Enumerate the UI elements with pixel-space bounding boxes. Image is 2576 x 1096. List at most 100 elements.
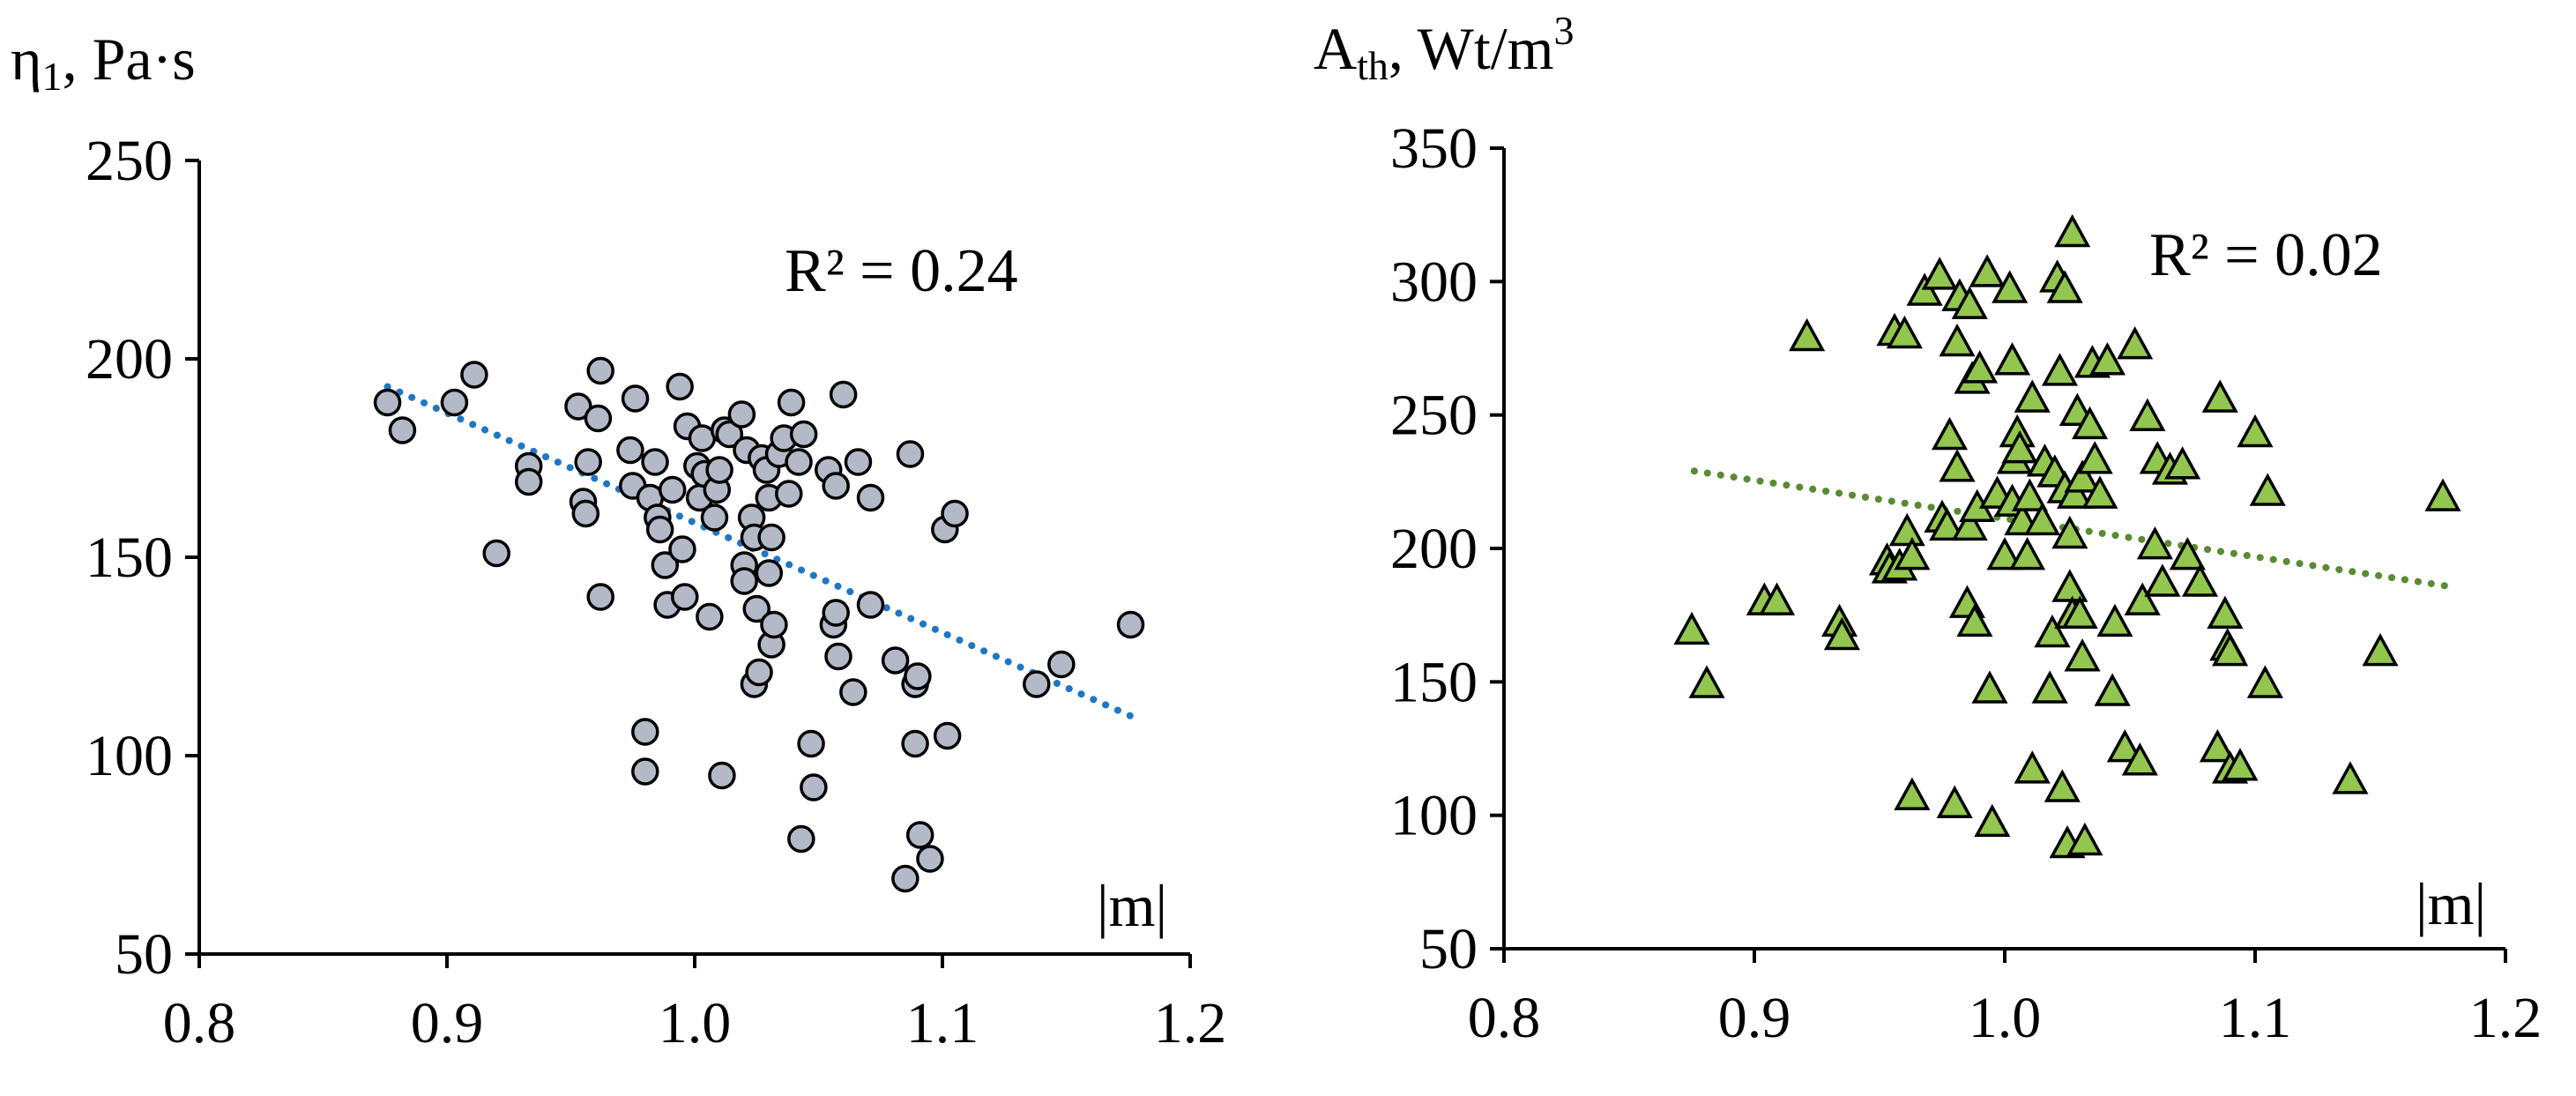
right-data-point [2041, 353, 2079, 386]
right-x-tick-label: 1.2 [2469, 986, 2542, 1050]
left-y-tick-label: 250 [86, 129, 173, 193]
right-data-point [1906, 272, 1943, 306]
right-data-point [2056, 475, 2094, 509]
right-x-tick-label: 1.0 [1969, 986, 2042, 1050]
left-data-point [616, 436, 644, 465]
left-data-point [822, 472, 850, 500]
left-data-point [839, 678, 867, 706]
left-data-point [829, 380, 858, 409]
right-data-point [2024, 502, 2061, 536]
right-data-point [1823, 616, 1860, 651]
right-y-tick-label: 300 [1390, 250, 1478, 314]
left-data-point [904, 662, 932, 690]
right-y-tick-label: 150 [1390, 650, 1478, 714]
left-data-point [631, 757, 659, 786]
right-data-point [2066, 822, 2103, 856]
right-data-point [2051, 515, 2088, 549]
right-data-point [2064, 459, 2101, 493]
left-data-point [1116, 610, 1145, 639]
right-data-point [2014, 750, 2051, 784]
right-data-point [2212, 633, 2249, 667]
left-data-point [901, 729, 929, 758]
right-data-point [1673, 611, 1710, 645]
right-data-point [2088, 342, 2126, 376]
left-trendline [383, 383, 1135, 719]
left-data-point [1023, 670, 1051, 698]
right-data-point [1894, 537, 1931, 570]
left-data-point [574, 448, 602, 476]
right-data-point [2014, 379, 2051, 413]
right-data-point [2117, 325, 2154, 360]
left-data-point [460, 361, 488, 389]
left-data-point [440, 388, 469, 417]
left-data-point [373, 388, 402, 417]
left-data-point [586, 583, 614, 611]
right-data-point [1886, 315, 1923, 349]
right-data-point [2106, 728, 2143, 763]
left-data-point [777, 388, 806, 417]
right-data-point [2031, 670, 2068, 704]
left-data-point [388, 416, 417, 444]
left-data-point [787, 824, 815, 854]
right-data-point [1921, 257, 1958, 290]
right-data-point [2144, 563, 2181, 597]
right-x-tick-label: 1.1 [2219, 986, 2292, 1050]
right-data-point [1992, 270, 2029, 303]
left-data-point [584, 404, 613, 433]
right-data-point [1986, 537, 2023, 570]
left-data-point [789, 420, 818, 449]
right-data-point [2424, 478, 2461, 511]
left-y-tick-label: 200 [86, 327, 173, 391]
right-data-point [2181, 563, 2219, 597]
right-data-point [1951, 507, 1988, 541]
right-data-point [2061, 595, 2098, 630]
right-data-point [1888, 512, 1925, 547]
left-data-point [571, 499, 600, 528]
right-data-point [2001, 429, 2038, 464]
right-data-point [2199, 728, 2236, 763]
left-data-point [645, 515, 674, 544]
left-data-point [760, 610, 788, 639]
left-data-point [824, 642, 852, 671]
left-data-point [668, 535, 696, 563]
right-chart: Ath, Wt/m3 50 100 150 200 250 300 350 0.8 0.9 1.… [1314, 8, 2542, 1050]
left-data-point [621, 384, 650, 413]
left-data-point [941, 499, 969, 528]
right-data-point [1759, 582, 1796, 615]
right-data-point [1962, 350, 1999, 384]
right-data-point [2201, 379, 2238, 413]
left-data-point [822, 599, 850, 627]
left-y-axis-label: η1, Pa·s [11, 26, 196, 99]
right-data-point [1939, 449, 1976, 482]
left-data-point [727, 400, 756, 429]
left-data-point [658, 475, 687, 504]
right-r-squared: R² = 0.02 [2149, 221, 2383, 289]
left-data-point [905, 821, 934, 849]
left-data-point [757, 523, 785, 552]
left-data-point [844, 448, 873, 476]
right-data-point [2094, 673, 2131, 706]
right-data-point [1929, 507, 1966, 541]
left-data-point [785, 448, 813, 476]
right-data-point [2009, 537, 2046, 570]
right-data-point [2046, 270, 2083, 303]
left-data-point [856, 483, 885, 512]
right-data-point [2044, 769, 2081, 802]
right-y-axis-label: Ath, Wt/m3 [1314, 8, 1575, 88]
right-data-point [1971, 670, 2008, 704]
left-data-point [755, 559, 784, 587]
right-y-tick-label: 50 [1419, 917, 1478, 981]
right-data-point [2121, 742, 2158, 776]
right-data-point [1993, 342, 2031, 376]
right-data-point [1951, 286, 1988, 319]
left-data-point [708, 761, 736, 790]
left-data-point [916, 845, 944, 873]
right-data-point [2076, 441, 2113, 474]
right-x-axis-label: |m| [2416, 870, 2486, 937]
left-y-tick-label: 50 [115, 922, 173, 987]
left-data-point [742, 594, 771, 623]
right-data-point [1894, 777, 1931, 810]
right-data-point [2164, 446, 2201, 480]
